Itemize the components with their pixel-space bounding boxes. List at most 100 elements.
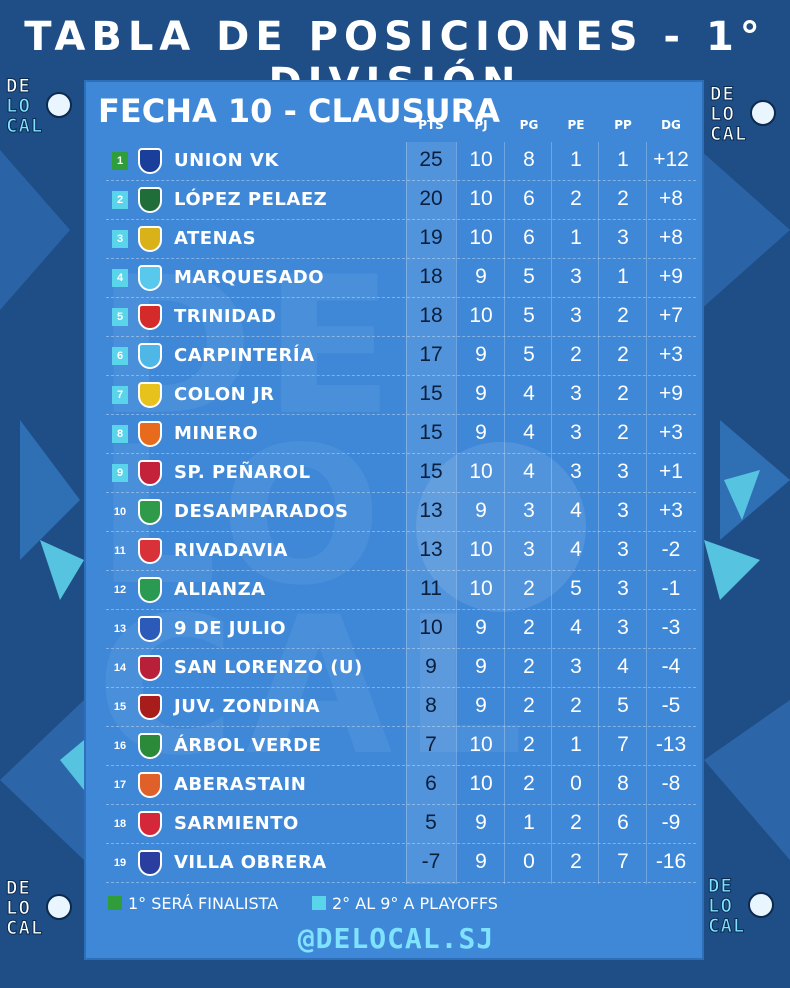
cell-pp: 2 [617, 421, 629, 444]
team-crest-icon [138, 499, 162, 525]
table-row: 7 COLON JR 15 9 4 3 2 +9 [86, 376, 702, 415]
header-pe: PE [567, 118, 585, 132]
cell-pg: 2 [523, 577, 535, 600]
soccer-ball-icon [748, 892, 774, 918]
header-pp: PP [614, 118, 632, 132]
team-name: MINERO [174, 423, 259, 444]
team-name: LÓPEZ PELAEZ [174, 189, 328, 210]
cell-pe: 3 [570, 304, 582, 327]
logo-line-3: CAL [710, 123, 748, 145]
cell-pg: 2 [523, 655, 535, 678]
team-crest-icon [138, 187, 162, 213]
position-badge: 2 [112, 191, 128, 209]
cell-pj: 10 [469, 577, 493, 600]
cell-pj: 9 [475, 343, 487, 366]
cell-dg: +12 [653, 148, 689, 171]
logo-line-2: LO [708, 895, 733, 917]
logo-line-1: DE [708, 875, 733, 897]
cell-pg: 5 [523, 304, 535, 327]
team-crest-icon [138, 694, 162, 720]
cell-pj: 9 [475, 421, 487, 444]
cell-dg: -13 [655, 733, 687, 756]
cell-pts: 11 [420, 577, 442, 600]
cell-pp: 7 [617, 850, 629, 873]
cell-pg: 4 [523, 382, 535, 405]
cell-pj: 10 [469, 733, 493, 756]
team-crest-icon [138, 811, 162, 837]
cell-dg: -8 [661, 772, 681, 795]
cell-pp: 2 [617, 187, 629, 210]
position-badge: 1 [112, 152, 128, 170]
cell-pj: 9 [475, 382, 487, 405]
cell-pj: 9 [475, 616, 487, 639]
header-pts: PTS [418, 118, 444, 132]
cell-pts: 19 [419, 226, 443, 249]
position-badge: 11 [114, 545, 126, 557]
cell-pp: 3 [617, 538, 629, 561]
team-crest-icon [138, 304, 162, 330]
column-divider [406, 142, 407, 884]
cell-pg: 4 [523, 421, 535, 444]
team-name: DESAMPARADOS [174, 501, 349, 522]
table-row: 13 9 DE JULIO 10 9 2 4 3 -3 [86, 610, 702, 649]
logo-line-2: LO [710, 103, 735, 125]
cell-pts: 15 [419, 460, 443, 483]
legend-playoffs-label: 2° AL 9° A PLAYOFFS [332, 894, 498, 913]
position-badge: 17 [113, 779, 127, 791]
cell-pe: 4 [570, 499, 582, 522]
soccer-ball-icon [750, 100, 776, 126]
team-crest-icon [138, 148, 162, 174]
team-name: ATENAS [174, 228, 257, 249]
cell-pp: 8 [617, 772, 629, 795]
cell-dg: -4 [661, 655, 681, 678]
legend-finalist-swatch [108, 896, 122, 910]
team-name: SAN LORENZO (U) [174, 657, 363, 678]
cell-pp: 3 [617, 460, 629, 483]
cell-pg: 1 [523, 811, 535, 834]
position-badge: 16 [113, 740, 127, 752]
cell-pp: 3 [617, 499, 629, 522]
cell-pe: 2 [570, 850, 582, 873]
position-badge: 4 [112, 269, 128, 287]
cell-dg: +9 [659, 265, 683, 288]
cell-pj: 9 [475, 811, 487, 834]
cell-pp: 4 [617, 655, 629, 678]
column-divider [504, 142, 505, 884]
table-row: 10 DESAMPARADOS 13 9 3 4 3 +3 [86, 493, 702, 532]
logo-line-1: DE [710, 83, 735, 105]
team-name: JUV. ZONDINA [174, 696, 321, 717]
cell-pp: 2 [617, 304, 629, 327]
column-divider [598, 142, 599, 884]
cell-pp: 1 [617, 265, 629, 288]
cell-dg: +3 [659, 343, 683, 366]
table-row: 1 UNION VK 25 10 8 1 1 +12 [86, 142, 702, 181]
logo-line-2: LO [6, 897, 31, 919]
cell-dg: -3 [661, 616, 681, 639]
table-row: 5 TRINIDAD 18 10 5 3 2 +7 [86, 298, 702, 337]
position-badge: 8 [112, 425, 128, 443]
cell-pj: 9 [475, 850, 487, 873]
cell-pe: 0 [570, 772, 582, 795]
team-crest-icon [138, 772, 162, 798]
cell-pj: 9 [475, 499, 487, 522]
cell-dg: -2 [661, 538, 681, 561]
cell-pg: 8 [523, 148, 535, 171]
team-name: 9 DE JULIO [174, 618, 287, 639]
cell-pts: 18 [419, 304, 443, 327]
team-name: COLON JR [174, 384, 275, 405]
cell-pe: 3 [570, 382, 582, 405]
round-subtitle: FECHA 10 - CLAUSURA [98, 92, 501, 130]
logo-bottom-right: DE LO CAL [708, 875, 774, 940]
header-pj: PJ [474, 118, 488, 132]
cell-pts: 10 [419, 616, 443, 639]
cell-pts: 17 [419, 343, 443, 366]
logo-top-right: DE LO CAL [710, 83, 776, 148]
cell-pg: 6 [523, 187, 535, 210]
cell-pe: 2 [570, 343, 582, 366]
position-badge: 5 [112, 308, 128, 326]
cell-dg: -9 [661, 811, 681, 834]
position-badge: 6 [112, 347, 128, 365]
logo-line-3: CAL [6, 917, 44, 939]
position-badge: 15 [113, 701, 127, 713]
